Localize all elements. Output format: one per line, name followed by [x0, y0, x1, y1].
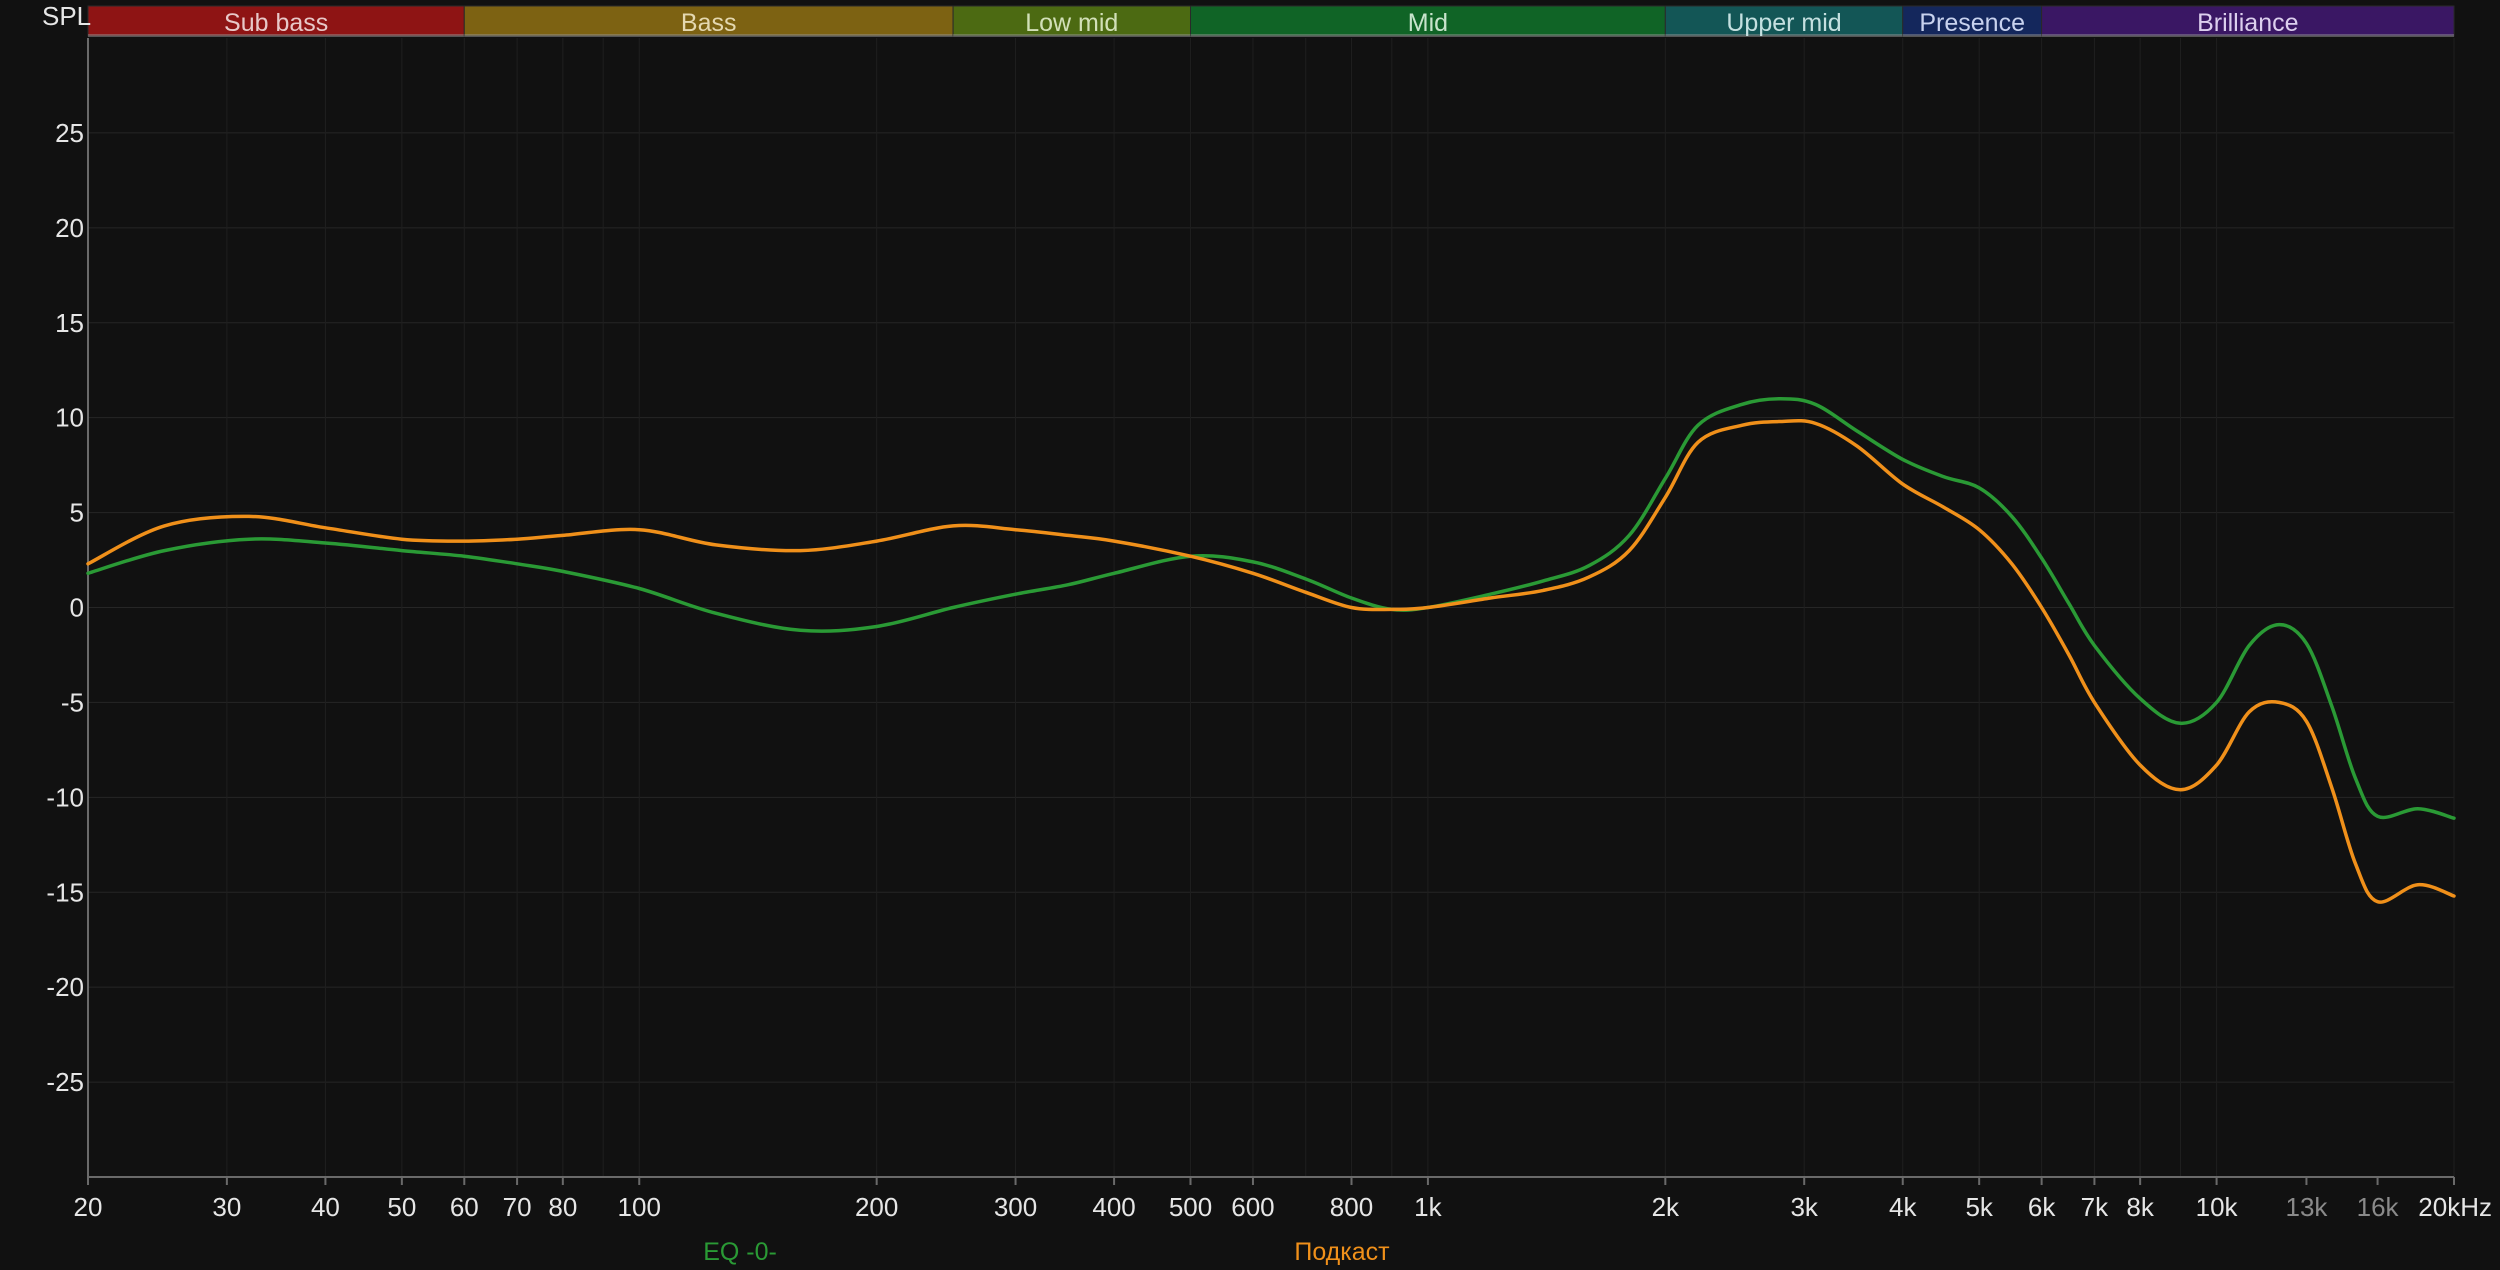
series-line-1 — [86, 396, 2456, 820]
x-tick-label: 13k — [2285, 1192, 2328, 1222]
x-tick-label: 8k — [2126, 1192, 2154, 1222]
band-bass: Bass — [463, 5, 954, 37]
x-tick-label: 40 — [311, 1192, 340, 1222]
x-tick-label: 5k — [1965, 1192, 1993, 1222]
y-tick-label: 15 — [55, 308, 84, 338]
x-tick-label: 16k — [2357, 1192, 2400, 1222]
legend-item-1[interactable]: EQ -0- — [703, 1238, 777, 1266]
band-label: Brilliance — [2197, 9, 2298, 37]
x-tick-label: 800 — [1330, 1192, 1373, 1222]
band-underline — [88, 34, 465, 37]
x-tick-label: 50 — [387, 1192, 416, 1222]
band-mid: Mid — [1190, 5, 1666, 37]
x-tick-label: 70 — [503, 1192, 532, 1222]
band-rect — [1902, 5, 2043, 37]
legend: EQ -0- Подкаст — [703, 1238, 1390, 1266]
y-tick-label: 20 — [55, 213, 84, 243]
y-tick-label: 5 — [70, 498, 84, 528]
x-tick-label: 60 — [450, 1192, 479, 1222]
series-line-2 — [86, 418, 2456, 904]
band-low-mid: Low mid — [952, 5, 1192, 37]
frequency-bands: Sub bass Bass Low mid Mid Upper mid Presence B… — [87, 5, 2455, 37]
series-lines — [86, 396, 2456, 904]
band-upper-mid: Upper mid — [1664, 5, 1904, 37]
x-tick-label: 6k — [2028, 1192, 2056, 1222]
y-tick-label: -20 — [46, 972, 84, 1002]
x-tick-label: 3k — [1790, 1192, 1818, 1222]
y-tick-label: -25 — [46, 1067, 84, 1097]
x-tick-label: 300 — [994, 1192, 1037, 1222]
band-rect — [463, 5, 954, 37]
y-tick-label: -15 — [46, 877, 84, 907]
grid — [87, 38, 2455, 1177]
y-tick-label: 0 — [70, 593, 84, 623]
x-tick-label: 20kHz — [2418, 1192, 2492, 1222]
y-axis-ticks: 25 20 15 10 5 0 -5 -10 -15 -20 -25 — [46, 118, 84, 1097]
band-label: Low mid — [1025, 9, 1118, 37]
x-tick-label: 10k — [2196, 1192, 2239, 1222]
x-tick-label: 20 — [74, 1192, 103, 1222]
band-rect — [87, 5, 465, 37]
band-label: Bass — [681, 9, 737, 37]
band-rect — [1664, 5, 1904, 37]
x-tick-label: 1k — [1414, 1192, 1442, 1222]
band-underline — [1190, 34, 1666, 37]
y-tick-label: -10 — [46, 782, 84, 812]
band-brilliance: Brilliance — [2041, 5, 2455, 37]
x-tick-label: 30 — [212, 1192, 241, 1222]
band-sub-bass: Sub bass — [87, 5, 465, 37]
band-rect — [2041, 5, 2455, 37]
band-label: Mid — [1408, 9, 1448, 37]
band-underline — [953, 34, 1191, 37]
y-axis-label: SPL — [42, 1, 91, 31]
x-tick-label: 4k — [1889, 1192, 1917, 1222]
band-rect — [952, 5, 1192, 37]
x-tick-label: 200 — [855, 1192, 898, 1222]
x-tick-label: 500 — [1169, 1192, 1212, 1222]
y-tick-label: 25 — [55, 118, 84, 148]
x-tick-label: 400 — [1092, 1192, 1135, 1222]
band-underline — [464, 34, 954, 37]
legend-item-2[interactable]: Подкаст — [1294, 1238, 1390, 1266]
band-label: Presence — [1919, 9, 2025, 37]
x-tick-label: 100 — [618, 1192, 661, 1222]
x-tick-label: 80 — [548, 1192, 577, 1222]
y-tick-label: -5 — [61, 687, 84, 717]
x-tick-label: 7k — [2081, 1192, 2109, 1222]
x-axis-ticks: 20 30 40 50 60 70 80 100 200 300 400 500 600 800 1k 2k 3… — [74, 1177, 2492, 1222]
band-underline — [2041, 34, 2454, 37]
band-presence: Presence — [1902, 5, 2043, 37]
x-tick-label: 600 — [1231, 1192, 1274, 1222]
band-label: Upper mid — [1726, 9, 1841, 37]
y-tick-label: 10 — [55, 403, 84, 433]
band-underline — [1665, 34, 1903, 37]
x-tick-label: 2k — [1652, 1192, 1680, 1222]
band-label: Sub bass — [224, 9, 328, 37]
band-underline — [1902, 34, 2042, 37]
